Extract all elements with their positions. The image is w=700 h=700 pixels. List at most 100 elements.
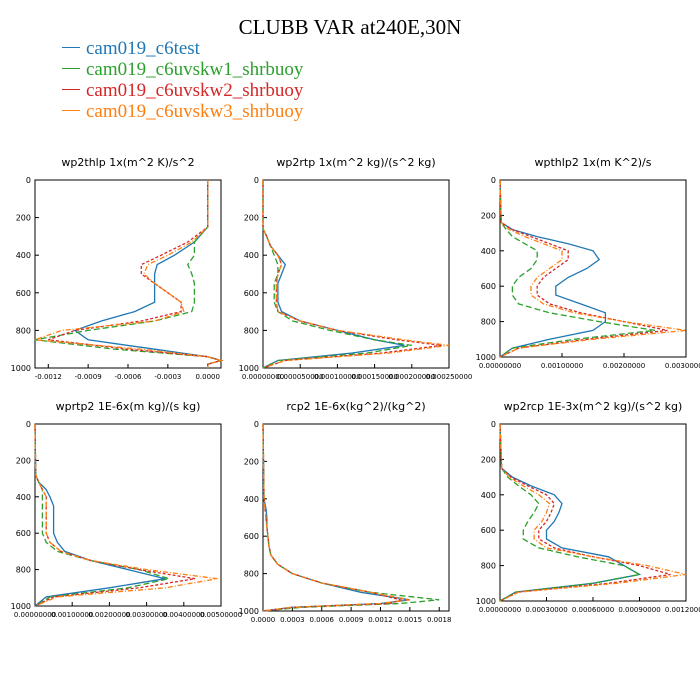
y-tick-label: 1000 [476, 597, 496, 606]
x-tick-label: 0.00060000 [572, 606, 614, 614]
y-tick-label: 400 [481, 247, 496, 256]
series-line [499, 179, 687, 358]
legend-label: cam019_c6uvskw3_shrbuoy [86, 101, 304, 122]
y-tick-label: 200 [16, 214, 31, 223]
y-tick-label: 600 [16, 529, 31, 538]
series-line [73, 180, 224, 368]
chart-panel: wp2thlp 1x(m^2 K)/s^2 0 200 400 600 800 1000 -0… [11, 156, 224, 381]
x-tick-label: 0.00300000 [125, 611, 167, 619]
y-tick-label: 600 [244, 289, 259, 298]
x-tick-label: 0.00100000 [541, 362, 583, 370]
series-line [499, 179, 607, 358]
y-tick-label: 0 [254, 176, 259, 185]
panel-title: rcp2 1E-6x(kg^2)/(kg^2) [286, 400, 425, 413]
y-tick-label: 600 [16, 289, 31, 298]
y-tick-label: 200 [16, 456, 31, 465]
legend-label: cam019_c6uvskw1_shrbuoy [86, 59, 304, 80]
y-tick-label: 800 [481, 318, 496, 327]
series-line [48, 180, 224, 368]
x-tick-label: 0.0006 [309, 616, 334, 624]
y-tick-label: 400 [16, 493, 31, 502]
series-line [34, 423, 172, 607]
y-tick-label: 1000 [476, 353, 496, 362]
panel-frame [262, 423, 450, 612]
legend-item: cam019_c6test [62, 38, 303, 59]
y-tick-label: 800 [16, 326, 31, 335]
panel-frame [34, 423, 222, 607]
series-line [262, 180, 450, 369]
legend: cam019_c6test cam019_c6uvskw1_shrbuoy ca… [62, 38, 303, 122]
y-tick-label: 800 [244, 570, 259, 579]
y-tick-label: 400 [244, 495, 259, 504]
series-line [262, 180, 412, 369]
y-tick-label: 800 [481, 562, 496, 571]
panel-frame [34, 179, 222, 369]
x-tick-label: 0.0015 [398, 616, 423, 624]
x-tick-label: 0.00200000 [88, 611, 130, 619]
y-tick-label: 200 [244, 457, 259, 466]
legend-item: cam019_c6uvskw2_shrbuoy [62, 80, 303, 101]
x-tick-label: 0.00400000 [163, 611, 205, 619]
panel-title: wp2rtp 1x(m^2 kg)/(s^2 kg) [276, 156, 435, 169]
legend-swatch [62, 89, 80, 90]
x-tick-label: 0.00000000 [479, 362, 521, 370]
y-tick-label: 0 [254, 420, 259, 429]
x-tick-label: 0.00100000 [51, 611, 93, 619]
series-line [499, 423, 642, 602]
series-line [262, 423, 440, 612]
y-tick-label: 600 [481, 526, 496, 535]
y-tick-label: 400 [481, 491, 496, 500]
x-tick-label: 0.00500000 [200, 611, 242, 619]
panel-frame [499, 179, 687, 358]
y-tick-label: 400 [244, 251, 259, 260]
y-tick-label: 600 [481, 282, 496, 291]
x-tick-label: 0.0000 [195, 373, 220, 381]
x-tick-label: 0.0018 [427, 616, 452, 624]
y-tick-label: 0 [491, 420, 496, 429]
x-tick-label: 0.0003 [280, 616, 305, 624]
series-line [34, 180, 224, 368]
legend-swatch [62, 47, 80, 48]
series-line [34, 423, 196, 607]
panel-frame [262, 179, 450, 369]
series-line [499, 423, 687, 602]
x-tick-label: 0.000100000 [314, 373, 361, 381]
series-line [262, 180, 405, 369]
chart-panel: wp2rcp 1E-3x(m^2 kg)/(s^2 kg) 0 200 400 600 8… [476, 400, 700, 614]
chart-panel: rcp2 1E-6x(kg^2)/(kg^2) 0 200 400 600 800 1000… [239, 400, 452, 624]
chart-panel: wp2rtp 1x(m^2 kg)/(s^2 kg) 0 200 400 600 800 1… [239, 156, 473, 381]
panel-title: wprtp2 1E-6x(m kg)/(s kg) [56, 400, 201, 413]
x-tick-label: 0.00000000 [14, 611, 56, 619]
legend-item: cam019_c6uvskw1_shrbuoy [62, 59, 303, 80]
series-line [499, 423, 671, 602]
legend-swatch [62, 110, 80, 111]
y-tick-label: 1000 [11, 364, 31, 373]
x-tick-label: 0.000250000 [426, 373, 473, 381]
x-tick-label: -0.0012 [35, 373, 62, 381]
y-tick-label: 1000 [11, 602, 31, 611]
x-tick-label: 0.0000 [251, 616, 276, 624]
x-tick-label: 0.00300000 [665, 362, 700, 370]
y-tick-label: 1000 [239, 364, 259, 373]
series-line [34, 423, 166, 607]
chart-panel: wprtp2 1E-6x(m kg)/(s kg) 0 200 400 600 800 10… [11, 400, 243, 619]
x-tick-label: 0.00030000 [525, 606, 567, 614]
legend-swatch [62, 68, 80, 69]
series-line [34, 423, 218, 607]
series-line [499, 179, 656, 358]
x-tick-label: 0.0009 [339, 616, 364, 624]
y-tick-label: 0 [491, 176, 496, 185]
x-tick-label: 0.00000000 [242, 373, 284, 381]
series-line [34, 180, 224, 368]
x-tick-label: -0.0006 [114, 373, 142, 381]
x-tick-label: 0.00090000 [618, 606, 660, 614]
y-tick-label: 600 [244, 532, 259, 541]
series-line [499, 423, 642, 602]
y-tick-label: 200 [244, 214, 259, 223]
y-tick-label: 0 [26, 420, 31, 429]
panel-title: wp2thlp 1x(m^2 K)/s^2 [61, 156, 194, 169]
y-tick-label: 200 [481, 211, 496, 220]
y-tick-label: 800 [244, 326, 259, 335]
x-tick-label: 0.000050000 [277, 373, 324, 381]
